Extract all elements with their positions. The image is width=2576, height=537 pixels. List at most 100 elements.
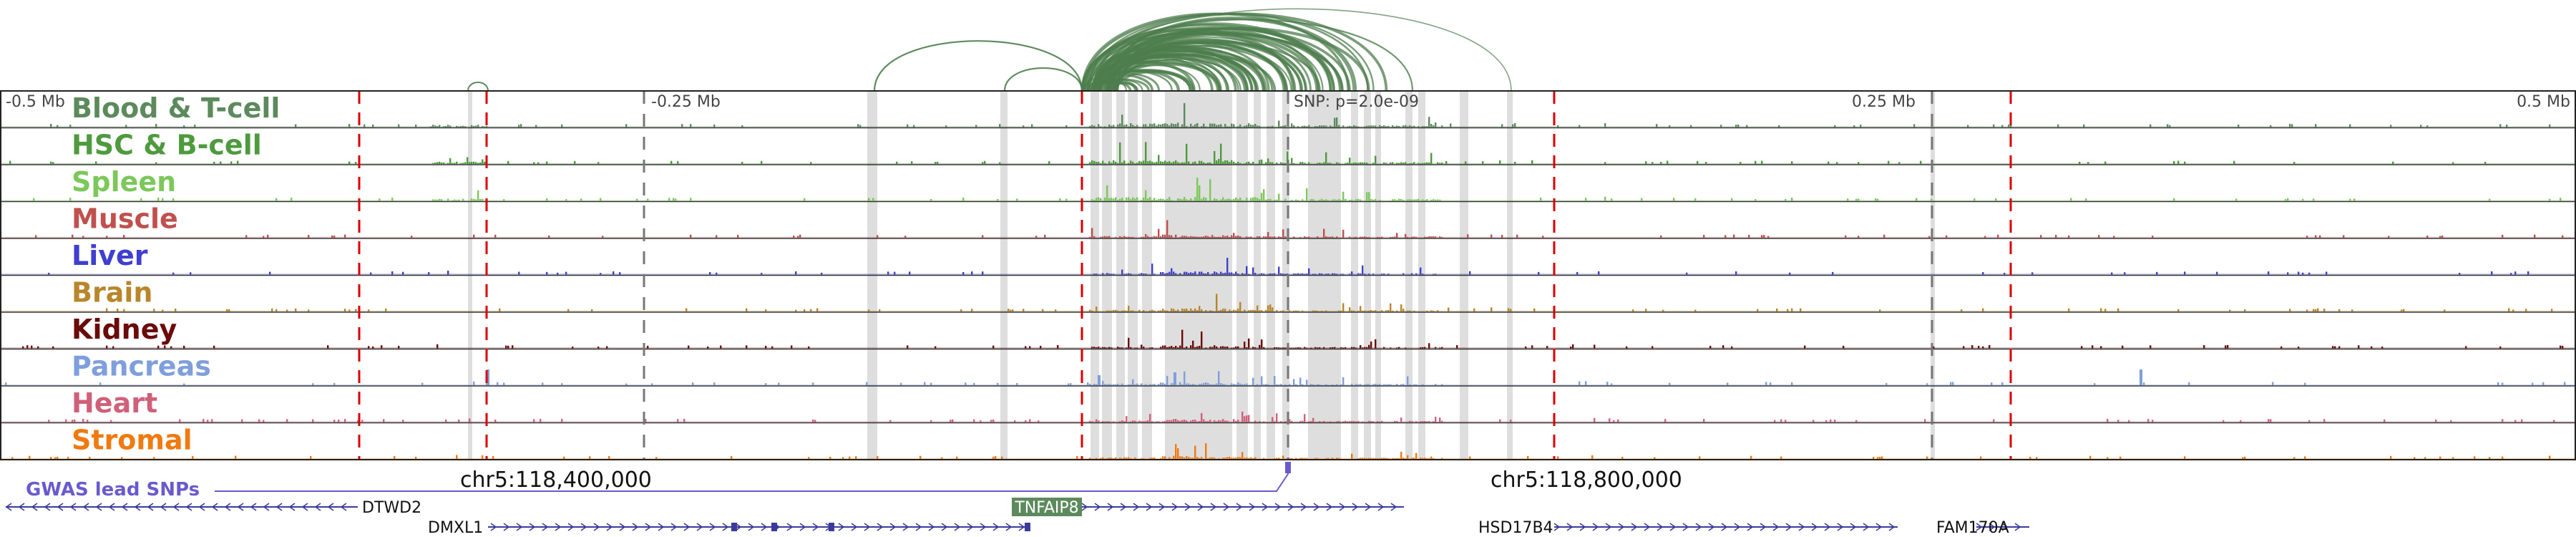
strand-chevron [2014, 523, 2021, 531]
signal-peak [1345, 420, 1347, 422]
signal-peak [1162, 456, 1164, 459]
signal-peak [1141, 161, 1143, 164]
signal-peak [1038, 420, 1040, 422]
signal-peak [1585, 198, 1587, 201]
signal-peak [995, 456, 997, 459]
signal-peak [2401, 309, 2403, 311]
signal-peak [1387, 384, 1390, 385]
signal-peak [1368, 125, 1370, 127]
signal-peak [235, 455, 237, 459]
signal-peak [2238, 125, 2240, 127]
signal-peak [810, 162, 812, 164]
signal-peak [1153, 162, 1156, 164]
signal-peak [1293, 273, 1295, 275]
signal-peak [1257, 125, 1259, 127]
strand-chevron [889, 523, 897, 531]
signal-peak [1327, 236, 1330, 238]
signal-peak [1304, 236, 1306, 238]
signal-peak [1239, 198, 1241, 201]
signal-peak [546, 271, 548, 275]
signal-peak [2302, 198, 2304, 201]
signal-peak [1123, 274, 1126, 275]
strand-chevron [1262, 503, 1269, 511]
signal-peak [123, 235, 125, 238]
signal-peak [2270, 125, 2272, 127]
strand-chevron [490, 523, 497, 531]
signal-peak [1224, 458, 1226, 459]
signal-peak [1149, 160, 1151, 164]
gene-label-dtwd2: DTWD2 [362, 499, 421, 517]
strand-chevron [1236, 503, 1243, 511]
strand-chevron [1798, 523, 1805, 531]
signal-peak [50, 161, 52, 164]
signal-peak [1834, 125, 1836, 127]
signal-peak [82, 419, 84, 422]
strand-chevron [941, 523, 948, 531]
signal-peak [35, 235, 37, 238]
signal-peak [179, 419, 181, 422]
signal-peak [1982, 308, 1984, 311]
signal-peak [1351, 384, 1353, 385]
signal-peak [1186, 455, 1188, 459]
signal-peak [1437, 199, 1439, 201]
signal-peak [2502, 456, 2504, 459]
signal-peak [1111, 347, 1113, 349]
signal-peak [1274, 347, 1276, 349]
signal-peak [2079, 161, 2081, 164]
signal-peak [812, 419, 814, 422]
signal-peak [1611, 198, 1613, 201]
signal-peak [1143, 124, 1145, 127]
signal-peak [1383, 384, 1385, 385]
signal-peak [849, 456, 851, 459]
signal-peak [1141, 458, 1143, 459]
signal-peak [1353, 347, 1355, 349]
signal-peak [2124, 272, 2126, 275]
signal-peak [1364, 347, 1366, 349]
signal-peak [494, 420, 497, 422]
signal-peak [1169, 420, 1171, 422]
signal-peak [1169, 271, 1171, 275]
strand-chevron [954, 523, 961, 531]
signal-peak [1278, 120, 1280, 127]
signal-peak [1594, 344, 1596, 349]
signal-peak [2564, 382, 2566, 385]
signal-peak [1398, 458, 1400, 459]
signal-peak [535, 125, 537, 127]
signal-peak [1302, 199, 1304, 201]
signal-peak [1362, 458, 1364, 459]
signal-peak [1877, 198, 1879, 201]
signal-peak [2227, 344, 2229, 349]
signal-peak [1400, 199, 1402, 201]
signal-peak [1396, 384, 1398, 385]
signal-peak [1366, 347, 1368, 349]
strand-chevron [1287, 503, 1294, 511]
gwas-track: GWAS lead SNPs [26, 462, 1291, 500]
signal-peak [1220, 236, 1222, 238]
signal-peak [1207, 272, 1209, 275]
signal-peak [1924, 419, 1926, 422]
signal-peak [1184, 371, 1186, 385]
signal-peak [1293, 125, 1295, 127]
signal-peak [1332, 236, 1334, 238]
signal-peak [385, 308, 387, 311]
signal-peak [1108, 161, 1111, 164]
signal-peak [1342, 347, 1345, 349]
signal-peak [1875, 198, 1877, 201]
signal-peak [1220, 271, 1222, 275]
signal-peak [1858, 198, 1860, 201]
signal-peak [1065, 125, 1068, 127]
signal-peak [1173, 161, 1175, 164]
signal-peak [741, 162, 743, 164]
signal-peak [2036, 457, 2038, 459]
signal-peak [2534, 234, 2536, 238]
signal-peak [512, 345, 514, 349]
signal-peak [1252, 197, 1254, 201]
signal-peak [2484, 162, 2487, 164]
signal-peak [1422, 126, 1424, 127]
signal-peak [533, 419, 535, 422]
signal-peak [1263, 189, 1265, 201]
signal-peak [1214, 150, 1216, 164]
signal-peak [327, 345, 329, 349]
signal-peak [29, 455, 31, 459]
signal-peak [2304, 382, 2306, 385]
